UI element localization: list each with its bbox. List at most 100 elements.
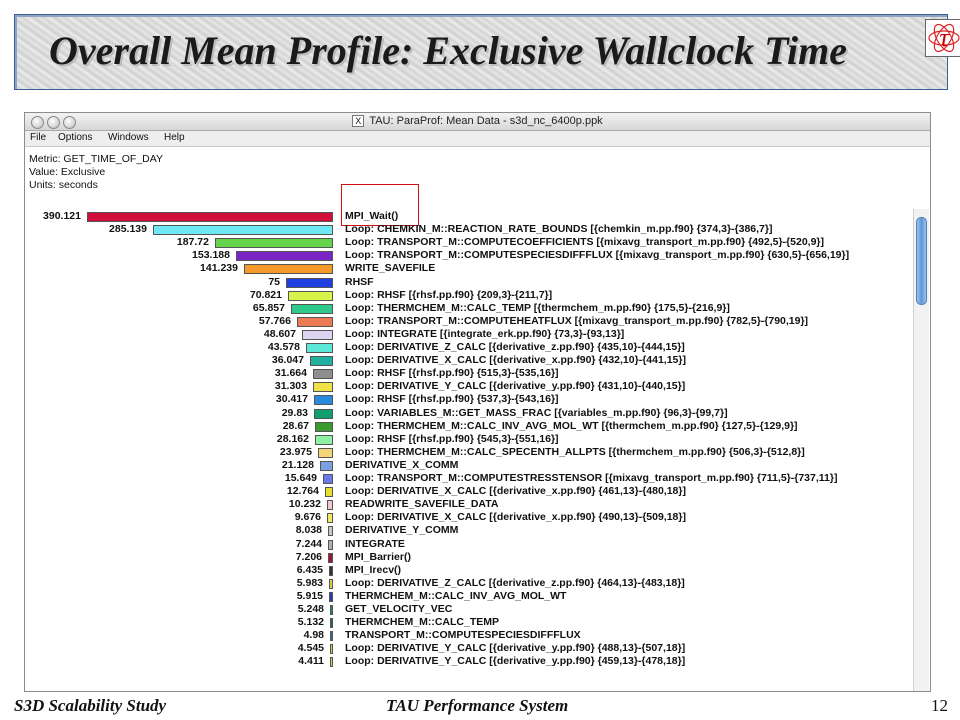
bar-label-33[interactable]: Loop: DERIVATIVE_Y_CALC [{derivative_y.p… (345, 642, 686, 655)
bar-6[interactable] (288, 290, 333, 301)
bar-11[interactable] (310, 356, 333, 367)
bar-label-27[interactable]: MPI_Irecv() (345, 563, 402, 576)
bar-19[interactable] (320, 460, 333, 471)
bar-value-32: 4.98 (303, 629, 324, 642)
bar-label-11[interactable]: Loop: DERIVATIVE_X_CALC [{derivative_x.p… (345, 354, 686, 367)
slide-title: Overall Mean Profile: Exclusive Wallcloc… (49, 28, 848, 73)
menu-windows[interactable]: Windows (108, 132, 149, 143)
bar-label-15[interactable]: Loop: VARIABLES_M::GET_MASS_FRAC [{varia… (345, 406, 728, 419)
close-window-button[interactable] (31, 116, 44, 129)
bar-value-26: 7.206 (295, 550, 322, 563)
bar-label-19[interactable]: DERIVATIVE_X_COMM (345, 458, 459, 471)
metric-line: Metric: GET_TIME_OF_DAY (29, 153, 163, 165)
bar-value-11: 36.047 (271, 354, 304, 367)
bar-25[interactable] (328, 539, 333, 550)
bar-value-12: 31.664 (274, 367, 307, 380)
bar-27[interactable] (329, 565, 333, 576)
window-title-text: TAU: ParaProf: Mean Data - s3d_nc_6400p.… (369, 115, 603, 127)
bar-2[interactable] (215, 238, 333, 249)
bar-7[interactable] (291, 303, 333, 314)
bar-label-2[interactable]: Loop: TRANSPORT_M::COMPUTECOEFFICIENTS [… (345, 236, 825, 249)
bar-12[interactable] (313, 369, 333, 380)
bar-31[interactable] (330, 618, 333, 629)
bar-22[interactable] (327, 500, 333, 511)
zoom-window-button[interactable] (63, 116, 76, 129)
bar-value-31: 5.132 (297, 616, 324, 629)
bar-value-34: 4.411 (298, 655, 324, 668)
bar-value-7: 65.857 (252, 301, 285, 314)
highlight-box (341, 184, 419, 226)
menu-help[interactable]: Help (164, 132, 185, 143)
bar-28[interactable] (329, 578, 333, 589)
bar-1[interactable] (153, 225, 333, 236)
bar-24[interactable] (328, 526, 333, 537)
bar-label-21[interactable]: Loop: DERIVATIVE_X_CALC [{derivative_x.p… (345, 485, 686, 498)
bar-label-32[interactable]: TRANSPORT_M::COMPUTESPECIESDIFFFLUX (345, 629, 581, 642)
bar-label-17[interactable]: Loop: RHSF [{rhsf.pp.f90} {545,3}-{551,1… (345, 432, 559, 445)
bar-label-29[interactable]: THERMCHEM_M::CALC_INV_AVG_MOL_WT (345, 589, 567, 602)
bar-label-5[interactable]: RHSF (345, 275, 374, 288)
bar-30[interactable] (330, 605, 333, 615)
bar-10[interactable] (306, 343, 333, 353)
bar-20[interactable] (323, 474, 333, 484)
bar-value-0: 390.121 (43, 210, 81, 222)
bar-label-4[interactable]: WRITE_SAVEFILE (345, 262, 436, 275)
bar-label-25[interactable]: INTEGRATE (345, 537, 405, 550)
bar-16[interactable] (315, 421, 333, 432)
bar-8[interactable] (297, 316, 333, 327)
bar-label-26[interactable]: MPI_Barrier() (345, 550, 411, 563)
bar-33[interactable] (330, 644, 333, 655)
bar-label-8[interactable]: Loop: TRANSPORT_M::COMPUTEHEATFLUX [{mix… (345, 314, 809, 327)
bar-label-23[interactable]: Loop: DERIVATIVE_X_CALC [{derivative_x.p… (345, 511, 686, 524)
bar-label-22[interactable]: READWRITE_SAVEFILE_DATA (345, 498, 499, 511)
bar-label-0[interactable]: MPI_Wait() (345, 210, 399, 222)
bar-4[interactable] (244, 264, 333, 275)
bar-label-28[interactable]: Loop: DERIVATIVE_Z_CALC [{derivative_z.p… (345, 576, 685, 589)
bar-label-6[interactable]: Loop: RHSF [{rhsf.pp.f90} {209,3}-{211,7… (345, 288, 553, 301)
bar-34[interactable] (330, 657, 333, 668)
bar-label-16[interactable]: Loop: THERMCHEM_M::CALC_INV_AVG_MOL_WT [… (345, 419, 798, 432)
bar-23[interactable] (327, 513, 333, 524)
bar-18[interactable] (318, 447, 333, 458)
bar-32[interactable] (330, 631, 333, 642)
bar-label-30[interactable]: GET_VELOCITY_VEC (345, 603, 453, 615)
window-titlebar[interactable]: X TAU: ParaProf: Mean Data - s3d_nc_6400p… (25, 113, 930, 131)
bar-label-31[interactable]: THERMCHEM_M::CALC_TEMP (345, 616, 499, 629)
bar-26[interactable] (328, 552, 333, 563)
bar-label-14[interactable]: Loop: RHSF [{rhsf.pp.f90} {537,3}-{543,1… (345, 393, 559, 406)
bar-label-3[interactable]: Loop: TRANSPORT_M::COMPUTESPECIESDIFFFLU… (345, 249, 850, 262)
bar-value-24: 8.038 (295, 524, 322, 537)
bar-value-2: 187.72 (176, 236, 209, 249)
units-line: Units: seconds (29, 179, 98, 191)
scrollbar-thumb[interactable] (916, 217, 927, 305)
menu-file[interactable]: File (30, 132, 47, 143)
bar-value-8: 57.766 (258, 314, 291, 327)
slide-title-banner: Overall Mean Profile: Exclusive Wallcloc… (14, 14, 960, 90)
bar-5[interactable] (286, 277, 333, 288)
bar-label-10[interactable]: Loop: DERIVATIVE_Z_CALC [{derivative_z.p… (345, 341, 685, 353)
bar-15[interactable] (314, 408, 333, 419)
bar-label-18[interactable]: Loop: THERMCHEM_M::CALC_SPECENTH_ALLPTS … (345, 445, 805, 458)
bar-3[interactable] (236, 251, 333, 262)
bar-13[interactable] (313, 382, 333, 393)
menu-options[interactable]: Options (58, 132, 93, 143)
vertical-scrollbar[interactable] (913, 209, 929, 691)
bar-29[interactable] (329, 591, 333, 602)
bar-value-25: 7.244 (295, 537, 322, 550)
minimize-window-button[interactable] (47, 116, 60, 129)
bar-0[interactable] (87, 212, 333, 222)
bar-label-12[interactable]: Loop: RHSF [{rhsf.pp.f90} {515,3}-{535,1… (345, 367, 559, 380)
bar-value-27: 6.435 (296, 563, 323, 576)
bar-label-13[interactable]: Loop: DERIVATIVE_Y_CALC [{derivative_y.p… (345, 380, 686, 393)
bar-21[interactable] (325, 487, 333, 498)
bar-label-9[interactable]: Loop: INTEGRATE [{integrate_erk.pp.f90} … (345, 327, 625, 340)
bar-label-1[interactable]: Loop: CHEMKIN_M::REACTION_RATE_BOUNDS [{… (345, 223, 773, 236)
bar-label-24[interactable]: DERIVATIVE_Y_COMM (345, 524, 459, 537)
bar-label-7[interactable]: Loop: THERMCHEM_M::CALC_TEMP [{thermchem… (345, 301, 730, 314)
bar-label-34[interactable]: Loop: DERIVATIVE_Y_CALC [{derivative_y.p… (345, 655, 686, 668)
bar-9[interactable] (302, 329, 333, 340)
bar-14[interactable] (314, 395, 333, 406)
bar-value-3: 153.188 (192, 249, 230, 262)
bar-17[interactable] (315, 434, 333, 445)
bar-label-20[interactable]: Loop: TRANSPORT_M::COMPUTESTRESSTENSOR [… (345, 472, 838, 484)
